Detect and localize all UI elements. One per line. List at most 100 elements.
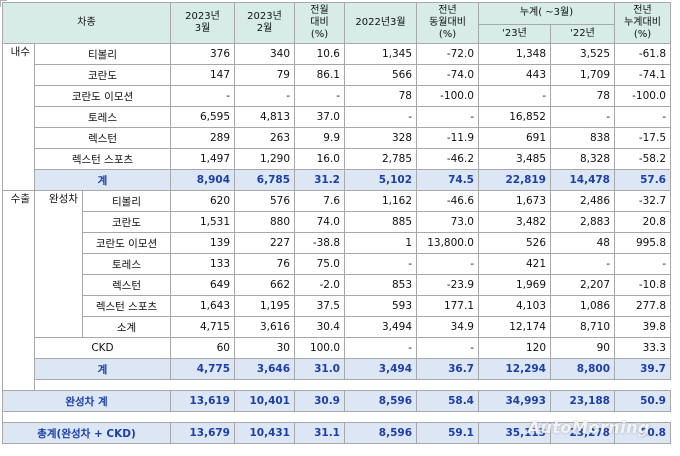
model-name: 코란도 (34, 64, 171, 86)
value-cell: 649 (170, 274, 235, 296)
value-cell: 421 (478, 253, 551, 275)
value-cell: 74.0 (294, 211, 345, 233)
value-cell: 36.7 (416, 358, 479, 380)
value-cell: 48 (550, 232, 615, 254)
table-row: 수출 완성차 티볼리 620 576 7.6 1,162 -46.6 1,673 2,486 -32… (2, 190, 671, 391)
value-cell: -46.2 (416, 148, 479, 170)
value-cell: 34.9 (416, 316, 479, 338)
value-cell: 9.9 (294, 127, 345, 149)
value-cell: 328 (344, 127, 417, 149)
value-cell: 100.0 (294, 337, 345, 359)
grand-total-row: 총계(완성차 + CKD) 13,679 10,431 31.1 8,596 59.1 35… (2, 422, 671, 444)
value-cell: -74.1 (614, 64, 671, 86)
value-cell: - (416, 106, 479, 128)
value-cell: -72.0 (416, 43, 479, 65)
value-cell: 3,525 (550, 43, 615, 65)
value-cell: -2.0 (294, 274, 345, 296)
model-name: 토레스 (34, 106, 171, 128)
model-name: 렉스턴 스포츠 (34, 148, 171, 170)
table-row: 렉스턴 649 662 -2.0 853 -23.9 1,969 2,207 -10.8 (3, 274, 671, 296)
value-cell: 1 (344, 232, 417, 254)
watermark-logo: AutoMorning (527, 418, 650, 437)
value-cell: 277.8 (614, 295, 671, 317)
value-cell: 662 (234, 274, 295, 296)
value-cell: - (614, 253, 671, 275)
value-cell: 73.0 (416, 211, 479, 233)
value-cell: 13,619 (170, 390, 235, 412)
value-cell: 8,710 (550, 316, 615, 338)
export-label: 수출 (2, 190, 35, 391)
value-cell: - (294, 85, 345, 107)
value-cell: 576 (234, 190, 295, 212)
value-cell: 1,086 (550, 295, 615, 317)
value-cell: -11.9 (416, 127, 479, 149)
header-cum-yoy: 전년 누계대비 (%) (614, 2, 671, 44)
value-cell: 995.8 (614, 232, 671, 254)
spacer-cell (34, 379, 671, 391)
value-cell: 30.9 (294, 390, 345, 412)
value-cell: 34,993 (478, 390, 551, 412)
value-cell: 566 (344, 64, 417, 86)
value-cell: 593 (344, 295, 417, 317)
value-cell: 35,113 (478, 422, 551, 444)
value-cell: 4,103 (478, 295, 551, 317)
finished-vehicle-label: 완성차 (34, 190, 83, 338)
value-cell: 880 (234, 211, 295, 233)
value-cell: - (234, 85, 295, 107)
header-2023-feb: 2023년 2월 (234, 2, 295, 44)
header-cartype: 차종 (2, 2, 171, 44)
value-cell: 1,497 (170, 148, 235, 170)
value-cell: 6,785 (234, 169, 295, 191)
value-cell: 74.5 (416, 169, 479, 191)
value-cell: 177.1 (416, 295, 479, 317)
table-row: 코란도 이모션 139 227 -38.8 1 13,800.0 526 48 995.8 (3, 232, 671, 254)
header-cumulative: 누계( ~3월) (478, 2, 615, 25)
value-cell: - (478, 85, 551, 107)
table-row: 렉스턴 스포츠 1,643 1,195 37.5 593 177.1 4,103 1,086 2… (3, 295, 671, 317)
value-cell: 147 (170, 64, 235, 86)
value-cell: 1,643 (170, 295, 235, 317)
value-cell: - (416, 253, 479, 275)
value-cell: 23,188 (550, 390, 615, 412)
value-cell: 120 (478, 337, 551, 359)
table-row: 코란도 1,531 880 74.0 885 73.0 3,482 2,883 20.8 (3, 211, 671, 233)
value-cell: 1,348 (478, 43, 551, 65)
table-row: 토레스 133 76 75.0- -421- - (3, 253, 671, 275)
domestic-total-row: 계 8,904 6,785 31.2 5,102 74.5 22,819 14,478 57.6 (3, 169, 671, 191)
value-cell: 376 (170, 43, 235, 65)
value-cell: 3,485 (478, 148, 551, 170)
header-mom: 전월 대비 (%) (294, 2, 345, 44)
value-cell: -100.0 (416, 85, 479, 107)
value-cell: 1,709 (550, 64, 615, 86)
total-label: 계 (34, 169, 171, 191)
value-cell: -100.0 (614, 85, 671, 107)
value-cell: - (416, 337, 479, 359)
value-cell: 12,294 (478, 358, 551, 380)
spacer-row (3, 379, 671, 391)
subtotal-label: 소계 (82, 316, 171, 338)
value-cell: -23.9 (416, 274, 479, 296)
table-row: 내수 티볼리 376 340 10.6 1,345 -72.0 1,348 3,525 -61.8 (2, 43, 671, 191)
model-name: 코란도 이모션 (34, 85, 171, 107)
value-cell: 853 (344, 274, 417, 296)
value-cell: - (344, 106, 417, 128)
value-cell: 2,785 (344, 148, 417, 170)
value-cell: 8,800 (550, 358, 615, 380)
table-row: 코란도 147 79 86.1 566 -74.0 443 1,709 -74.1 (3, 64, 671, 86)
value-cell: 8,596 (344, 422, 417, 444)
value-cell: 10,431 (234, 422, 295, 444)
model-name: 티볼리 (82, 190, 171, 212)
value-cell: 50.8 (614, 422, 671, 444)
value-cell: 78 (344, 85, 417, 107)
model-name: 렉스턴 (34, 127, 171, 149)
value-cell: 37.5 (294, 295, 345, 317)
value-cell: 3,616 (234, 316, 295, 338)
grand-total-label: 총계(완성차 + CKD) (2, 422, 171, 444)
value-cell: 8,596 (344, 390, 417, 412)
value-cell: 14,478 (550, 169, 615, 191)
value-cell: 3,646 (234, 358, 295, 380)
model-name: 코란도 (82, 211, 171, 233)
value-cell: 1,969 (478, 274, 551, 296)
value-cell: 60 (170, 337, 235, 359)
value-cell: 37.0 (294, 106, 345, 128)
